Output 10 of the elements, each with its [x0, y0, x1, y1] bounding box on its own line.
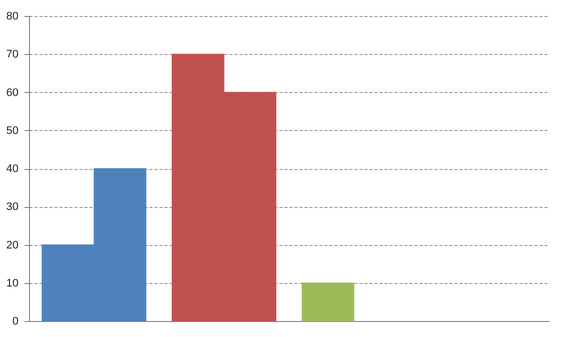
y-tick-label: 40 [6, 163, 18, 175]
y-tick-label: 20 [6, 239, 18, 252]
bar [302, 282, 354, 322]
y-tick-label: 70 [6, 48, 18, 61]
y-tick-label: 80 [6, 10, 18, 22]
y-tick-label: 0 [12, 316, 18, 328]
y-tick-label: 50 [6, 124, 18, 137]
y-tick-label: 10 [6, 277, 18, 290]
y-tick-label: 30 [6, 201, 18, 214]
y-tick-label: 60 [6, 86, 18, 99]
